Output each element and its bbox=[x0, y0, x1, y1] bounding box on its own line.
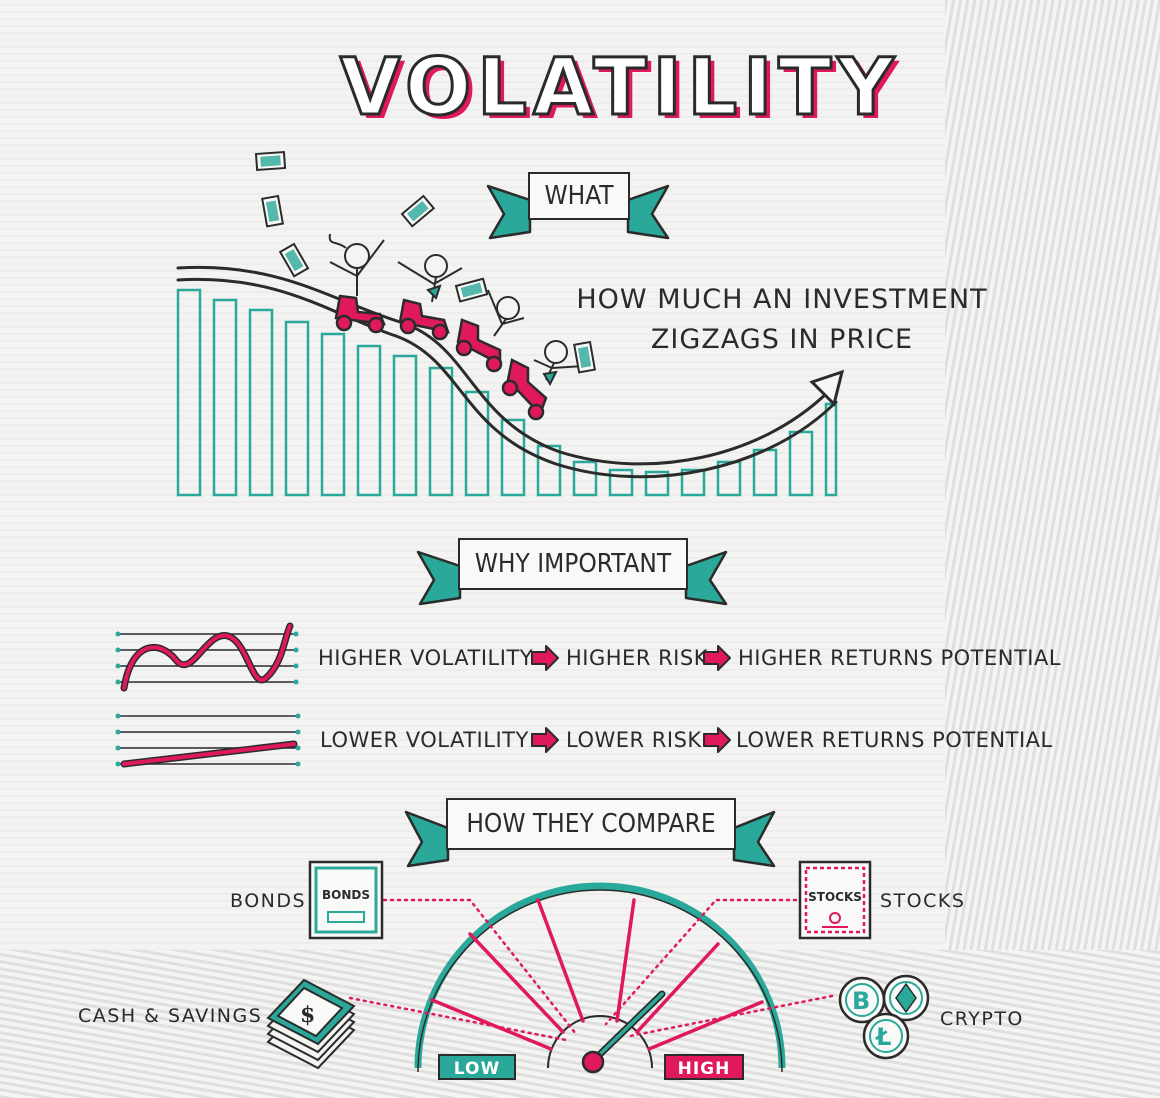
lower-volatility-label: LOWER VOLATILITY bbox=[320, 728, 529, 752]
high-volatility-label: HIGHER VOLATILITY bbox=[318, 646, 534, 670]
roller-coaster-track bbox=[176, 265, 845, 479]
lower-returns-label: LOWER RETURNS POTENTIAL bbox=[736, 728, 1053, 752]
bond-card-text: BONDS bbox=[322, 888, 370, 902]
arrow-right-icon bbox=[703, 645, 731, 671]
arrow-right-icon bbox=[703, 727, 731, 753]
page-title: VOLATILITY bbox=[339, 42, 900, 135]
cash-savings-label: CASH & SAVINGS bbox=[78, 1005, 263, 1027]
svg-text:Ł: Ł bbox=[874, 1023, 891, 1051]
what-description: HOW MUCH AN INVESTMENT ZIGZAGS IN PRICE bbox=[572, 280, 992, 360]
litecoin-icon: Ł bbox=[862, 1012, 910, 1060]
what-description-line-1: HOW MUCH AN INVESTMENT bbox=[576, 284, 988, 315]
arrow-right-icon bbox=[531, 645, 559, 671]
ribbon-tails bbox=[404, 184, 776, 868]
dollar-sign-icon: $ bbox=[300, 1002, 315, 1028]
cash-stack-icon: $ bbox=[266, 978, 356, 1070]
stock-card-text: STOCKS bbox=[808, 890, 862, 904]
dollar-bill-icon bbox=[254, 150, 597, 374]
svg-text:B: B bbox=[852, 987, 870, 1015]
volatility-gauge bbox=[414, 882, 786, 1074]
stock-certificate-icon bbox=[798, 860, 872, 940]
bitcoin-icon: B bbox=[838, 976, 886, 1024]
section-heading-why-important: WHY IMPORTANT bbox=[458, 538, 688, 590]
higher-risk-label: HIGHER RISK bbox=[566, 646, 708, 670]
what-description-line-2: ZIGZAGS IN PRICE bbox=[650, 324, 914, 355]
section-heading-how-they-compare: HOW THEY COMPARE bbox=[446, 798, 736, 850]
lower-risk-label: LOWER RISK bbox=[566, 728, 702, 752]
crypto-coins-icon: B Ł bbox=[838, 974, 930, 1060]
stocks-label: STOCKS bbox=[880, 890, 966, 912]
bond-certificate-icon bbox=[308, 860, 384, 940]
ethereum-icon bbox=[882, 974, 930, 1022]
price-bars bbox=[176, 288, 838, 497]
gauge-high-tag: HIGH bbox=[664, 1054, 744, 1080]
higher-returns-label: HIGHER RETURNS POTENTIAL bbox=[738, 646, 1062, 670]
crypto-label: CRYPTO bbox=[940, 1008, 1024, 1030]
low-volatility-chart bbox=[115, 713, 301, 768]
arrow-icons bbox=[531, 645, 731, 753]
bonds-label: BONDS bbox=[230, 890, 307, 912]
gauge-low-tag: LOW bbox=[438, 1054, 516, 1080]
napkin-embossed-edge-right bbox=[945, 0, 1160, 1098]
arrow-right-icon bbox=[531, 727, 559, 753]
section-heading-what: WHAT bbox=[528, 172, 630, 220]
napkin-embossed-edge-bottom bbox=[0, 950, 1160, 1098]
high-volatility-chart bbox=[115, 622, 299, 692]
asset-connector-lines bbox=[348, 898, 834, 1042]
roller-coaster-icon bbox=[328, 233, 585, 421]
